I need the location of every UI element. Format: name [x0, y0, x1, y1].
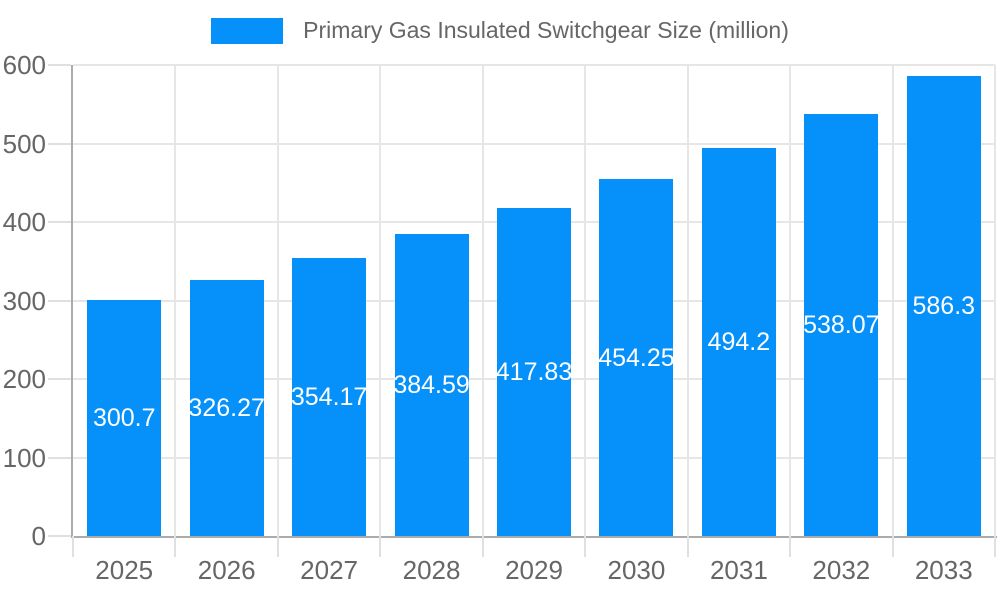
x-tick-label: 2027 [300, 555, 359, 585]
legend-label: Primary Gas Insulated Switchgear Size (m… [303, 17, 789, 43]
y-axis-tick [48, 221, 71, 223]
x-tick-label: 2032 [812, 555, 871, 585]
bar-2032[interactable]: 538.07 [803, 113, 880, 536]
y-tick-label: 400 [2, 207, 46, 237]
gridline-vertical [789, 65, 792, 536]
y-axis-tick [48, 456, 71, 459]
bar-2025[interactable]: 300.7 [87, 299, 162, 536]
gridline-vertical [481, 65, 484, 536]
y-tick-label: 300 [2, 285, 46, 316]
bar-value-label: 538.07 [803, 310, 880, 339]
x-tick-label: 2029 [505, 555, 563, 585]
bar-value-label: 300.7 [92, 403, 156, 432]
x-axis-tick [891, 536, 894, 557]
y-tick-label: 600 [2, 50, 46, 80]
bar-2028[interactable]: 384.59 [393, 234, 470, 536]
x-axis-tick [789, 536, 792, 557]
bar-value-label: 454.25 [598, 343, 675, 372]
gridline-horizontal [73, 142, 995, 145]
y-axis-tick [48, 535, 71, 537]
legend-swatch-icon [211, 17, 284, 44]
x-tick-label: 2030 [607, 555, 666, 585]
y-axis-tick [48, 64, 71, 66]
y-tick-label: 200 [2, 364, 46, 394]
y-axis-tick [48, 378, 71, 380]
x-axis-tick [686, 536, 689, 557]
x-axis-tick [584, 536, 587, 557]
y-tick-label: 100 [2, 442, 46, 473]
y-axis-tick [48, 299, 71, 302]
x-tick-label: 2031 [709, 555, 768, 585]
x-tick-label: 2033 [914, 555, 973, 585]
gridline-vertical [994, 65, 996, 536]
plot-area: 0 100 200 300 400 500 600 2025 2026 2027 2028 2029 2… [3, 50, 997, 585]
gridline-vertical [891, 65, 894, 536]
bar-value-label: 586.3 [912, 291, 976, 320]
bar-value-label: 354.17 [290, 382, 368, 411]
x-tick-label: 2025 [95, 555, 154, 585]
x-axis-tick [174, 536, 177, 557]
bar-2033[interactable]: 586.3 [906, 75, 981, 536]
y-tick-label: 500 [2, 128, 46, 159]
x-axis-tick [379, 536, 382, 557]
bar-value-label: 384.59 [393, 371, 470, 400]
x-axis-tick [481, 536, 484, 557]
x-tick-label: 2028 [402, 555, 461, 585]
bar-2031[interactable]: 494.2 [701, 148, 776, 536]
x-axis-tick [72, 536, 74, 557]
bar-2026[interactable]: 326.27 [188, 279, 265, 536]
legend[interactable]: Primary Gas Insulated Switchgear Size (m… [0, 17, 1000, 44]
gridline-horizontal [73, 64, 995, 66]
bar-value-label: 494.2 [707, 328, 771, 357]
x-axis-line [71, 536, 997, 538]
bar-value-label: 326.27 [188, 393, 265, 422]
bar-value-label: 417.83 [495, 358, 573, 386]
gridline-vertical [686, 65, 689, 536]
gridline-vertical [174, 65, 177, 536]
bar-2030[interactable]: 454.25 [598, 179, 675, 536]
gridline-vertical [379, 65, 382, 536]
bar-2027[interactable]: 354.17 [290, 257, 368, 536]
gridline-vertical [584, 65, 587, 536]
x-tick-label: 2026 [197, 555, 256, 585]
y-axis-line [71, 65, 73, 538]
y-tick-label: 0 [31, 521, 46, 551]
x-axis-tick [994, 536, 996, 557]
x-axis-tick [276, 536, 279, 557]
bar-2029[interactable]: 417.83 [495, 208, 573, 536]
y-axis-tick [48, 142, 71, 145]
gridline-vertical [276, 65, 279, 536]
